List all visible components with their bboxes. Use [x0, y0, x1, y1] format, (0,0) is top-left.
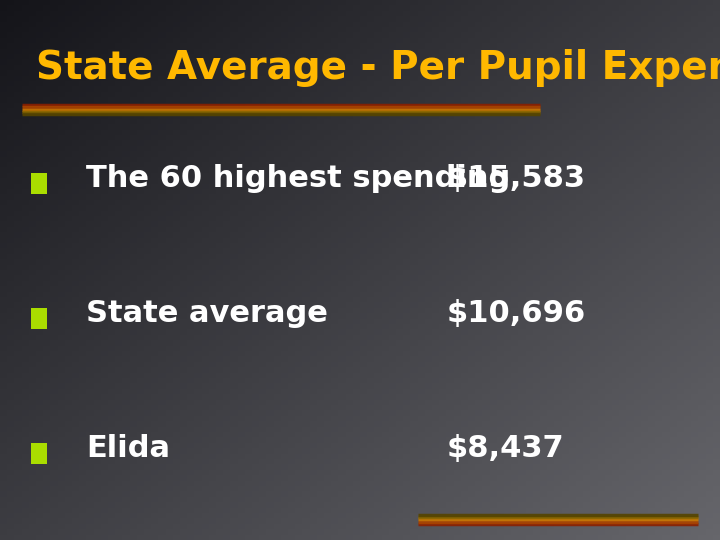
Text: $8,437: $8,437	[446, 434, 564, 463]
Text: $10,696: $10,696	[446, 299, 585, 328]
Text: The 60 highest spending: The 60 highest spending	[86, 164, 510, 193]
Bar	[31, 308, 47, 329]
Text: Elida: Elida	[86, 434, 171, 463]
Text: State Average - Per Pupil Expenditure: State Average - Per Pupil Expenditure	[36, 49, 720, 86]
Text: $15,583: $15,583	[446, 164, 585, 193]
Text: State average: State average	[86, 299, 328, 328]
Bar	[31, 443, 47, 464]
Bar	[31, 173, 47, 194]
